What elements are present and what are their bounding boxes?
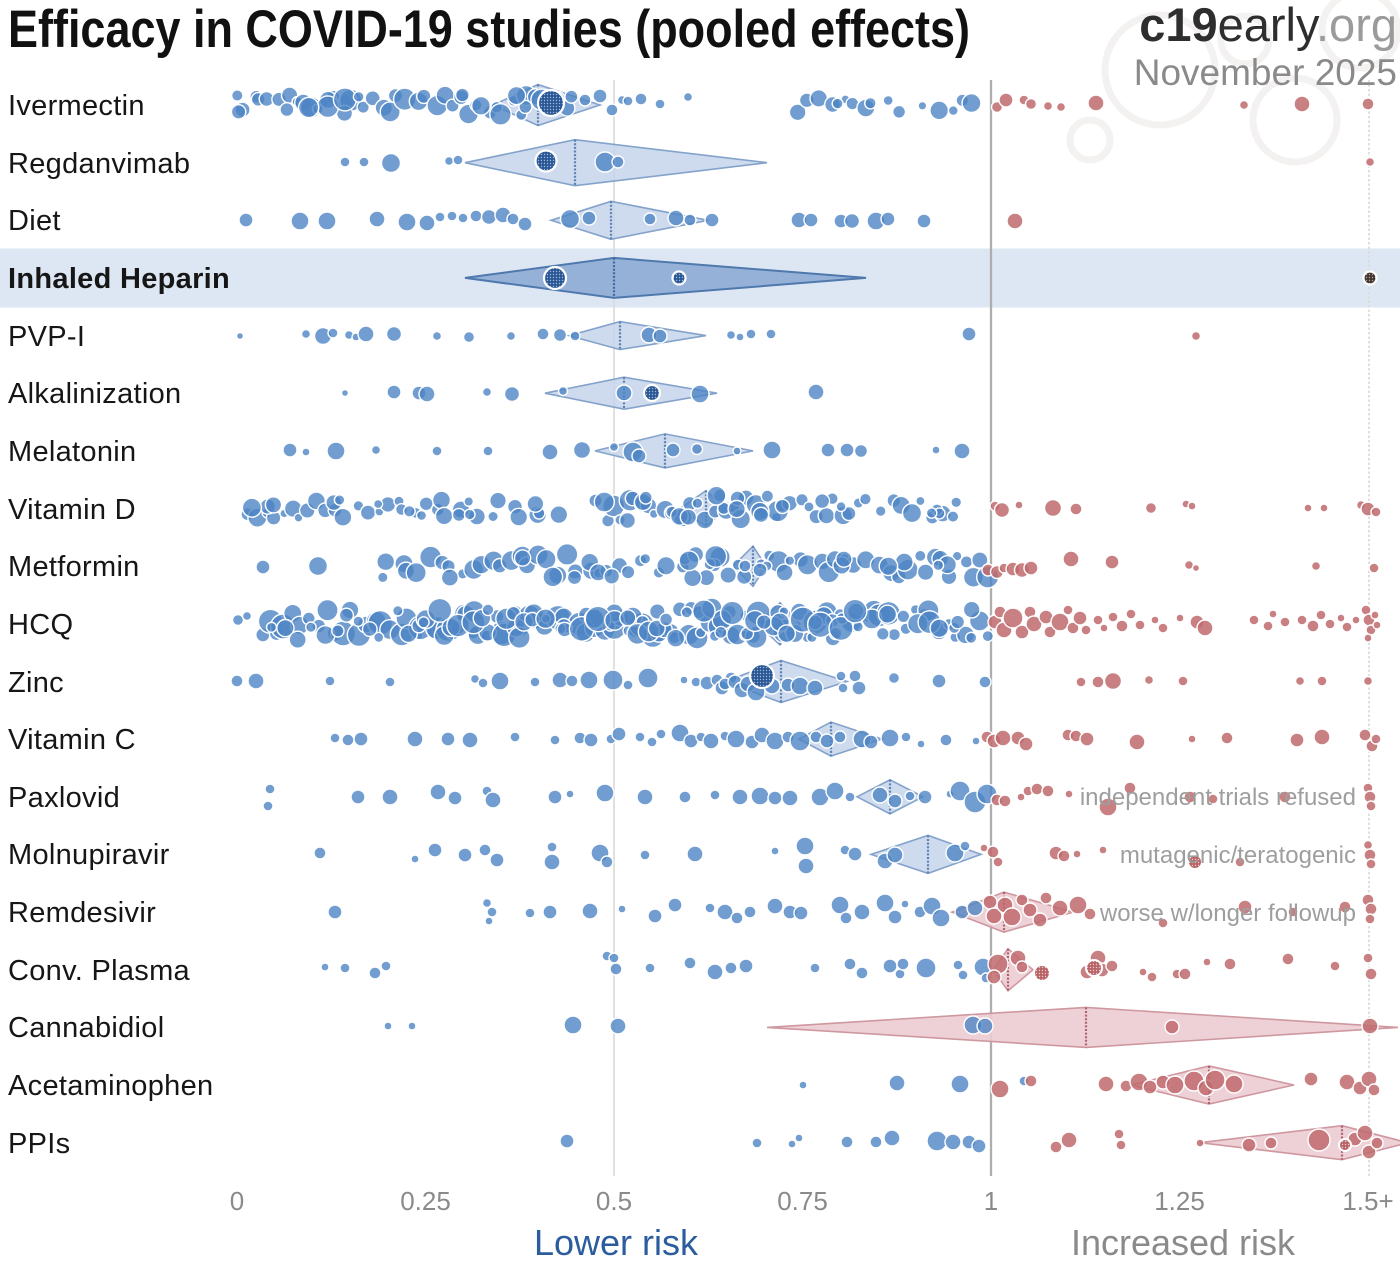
svg-text:independent trials refused: independent trials refused bbox=[1080, 784, 1356, 811]
svg-text:1.5+: 1.5+ bbox=[1342, 1186, 1393, 1216]
svg-text:Efficacy in COVID-19 studies (: Efficacy in COVID-19 studies (pooled eff… bbox=[8, 0, 970, 59]
svg-text:Metformin: Metformin bbox=[8, 551, 140, 583]
svg-text:Inhaled Heparin: Inhaled Heparin bbox=[8, 263, 230, 295]
svg-text:0.5: 0.5 bbox=[596, 1186, 632, 1216]
svg-text:Cannabidiol: Cannabidiol bbox=[8, 1012, 164, 1044]
svg-text:Regdanvimab: Regdanvimab bbox=[8, 148, 190, 180]
svg-text:Vitamin D: Vitamin D bbox=[8, 494, 136, 526]
svg-text:0: 0 bbox=[230, 1186, 244, 1216]
svg-text:Conv. Plasma: Conv. Plasma bbox=[8, 955, 191, 987]
svg-text:Diet: Diet bbox=[8, 205, 61, 237]
svg-text:PPIs: PPIs bbox=[8, 1128, 70, 1160]
svg-text:1: 1 bbox=[984, 1186, 998, 1216]
svg-text:PVP-I: PVP-I bbox=[8, 321, 85, 353]
svg-text:1.25: 1.25 bbox=[1154, 1186, 1205, 1216]
svg-text:Zinc: Zinc bbox=[8, 667, 64, 699]
svg-text:Ivermectin: Ivermectin bbox=[8, 90, 145, 122]
svg-text:Melatonin: Melatonin bbox=[8, 436, 136, 468]
svg-text:Vitamin C: Vitamin C bbox=[8, 724, 136, 756]
svg-text:Paxlovid: Paxlovid bbox=[8, 782, 120, 814]
svg-text:Acetaminophen: Acetaminophen bbox=[8, 1070, 213, 1102]
svg-text:worse w/longer followup: worse w/longer followup bbox=[1099, 900, 1356, 927]
svg-text:Lower risk: Lower risk bbox=[534, 1222, 699, 1263]
svg-text:November 2025: November 2025 bbox=[1134, 52, 1397, 93]
svg-text:Increased risk: Increased risk bbox=[1071, 1222, 1296, 1263]
svg-text:mutagenic/teratogenic: mutagenic/teratogenic bbox=[1120, 842, 1356, 869]
svg-text:HCQ: HCQ bbox=[8, 609, 73, 641]
svg-text:0.25: 0.25 bbox=[400, 1186, 451, 1216]
svg-text:c19early.org: c19early.org bbox=[1139, 0, 1397, 51]
svg-text:Remdesivir: Remdesivir bbox=[8, 897, 156, 929]
svg-text:Molnupiravir: Molnupiravir bbox=[8, 839, 170, 871]
svg-text:Alkalinization: Alkalinization bbox=[8, 378, 181, 410]
svg-text:0.75: 0.75 bbox=[777, 1186, 828, 1216]
